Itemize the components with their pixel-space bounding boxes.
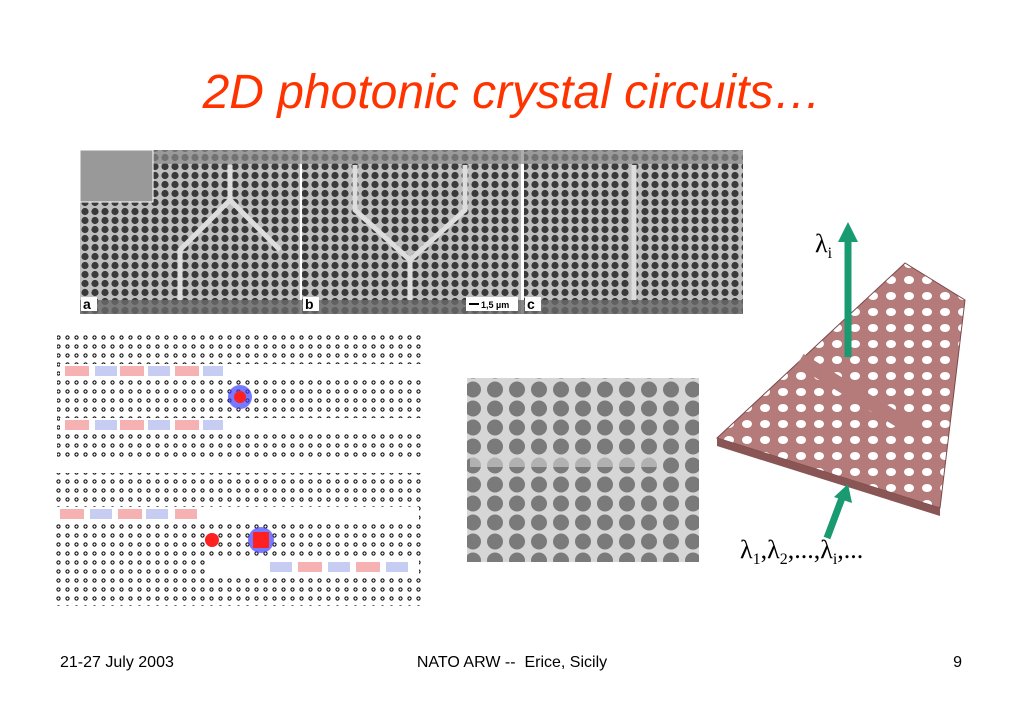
subscript: 2 <box>780 551 788 568</box>
scale-bar-label: 1,5 µm <box>481 300 509 310</box>
symbol: ,...,λ <box>788 535 834 564</box>
symbol: ,λ <box>761 535 781 564</box>
footer-date: 21-27 July 2003 <box>60 654 174 671</box>
slide-title: 2D photonic crystal circuits… <box>202 66 822 119</box>
sem-closeup <box>467 378 699 562</box>
symbol: λ <box>815 229 828 258</box>
device-illustration: λi λ1,λ2,...,λi,... <box>716 222 966 568</box>
symbol: λ <box>740 535 753 564</box>
panel-label: c <box>527 296 535 312</box>
sem-panels: a b c 1,5 µm <box>79 149 743 314</box>
subscript: i <box>833 551 838 568</box>
footer-page: 9 <box>953 654 962 671</box>
symbol: ,... <box>837 535 863 564</box>
panel-label: a <box>83 296 91 312</box>
input-wavelengths: λ1,λ2,...,λi,... <box>740 535 863 568</box>
footer-event: NATO ARW -- Erice, Sicily <box>417 654 607 671</box>
output-wavelength: λi <box>815 229 833 262</box>
subscript: i <box>828 245 833 262</box>
panel-label: b <box>305 296 314 312</box>
subscript: 1 <box>753 551 761 568</box>
field-simulations <box>52 333 425 606</box>
